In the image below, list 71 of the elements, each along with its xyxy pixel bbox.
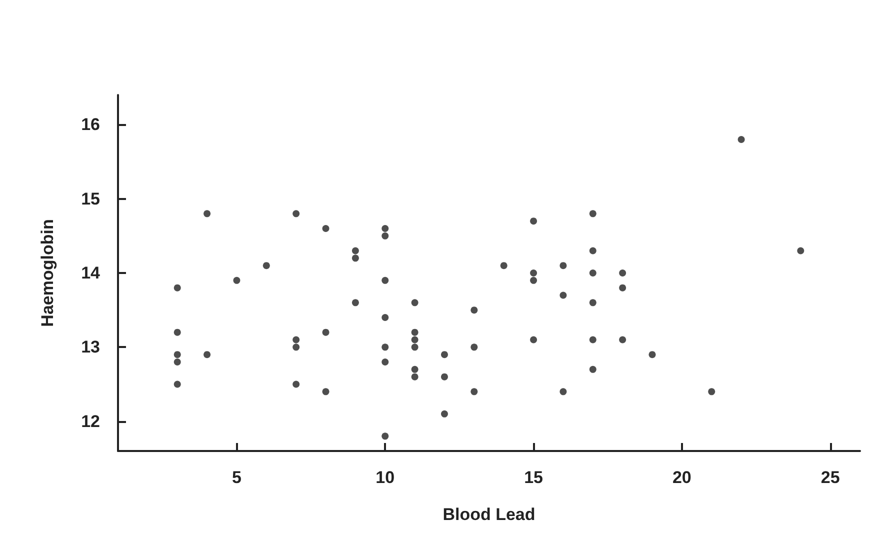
- point: [322, 328, 330, 336]
- point: [440, 351, 448, 358]
- x-tick-label: 10: [376, 468, 395, 487]
- point: [292, 344, 300, 351]
- point: [352, 247, 359, 254]
- point: [411, 299, 418, 306]
- y-tick-label: 16: [81, 115, 100, 134]
- point: [174, 351, 181, 358]
- y-tick-label: 15: [81, 189, 100, 208]
- point: [382, 314, 389, 321]
- point: [382, 432, 389, 440]
- point: [708, 388, 716, 396]
- x-tick-label: 15: [524, 468, 543, 487]
- point: [411, 366, 418, 373]
- point: [560, 292, 567, 299]
- point: [292, 336, 300, 344]
- point: [292, 380, 300, 388]
- point: [648, 351, 656, 358]
- point: [440, 410, 448, 418]
- point: [589, 270, 596, 276]
- point: [738, 136, 745, 143]
- point: [382, 225, 389, 232]
- point: [352, 254, 359, 262]
- point: [589, 247, 596, 254]
- point: [174, 328, 181, 336]
- x-tick-label: 5: [232, 468, 242, 487]
- point: [470, 344, 478, 351]
- point: [411, 373, 418, 380]
- point: [382, 276, 389, 284]
- y-axis-title: Haemoglobin: [38, 219, 57, 327]
- point: [411, 336, 418, 344]
- point: [797, 247, 804, 254]
- point: [470, 388, 478, 396]
- point: [619, 336, 626, 344]
- point: [589, 210, 596, 218]
- point: [500, 262, 508, 270]
- point: [530, 218, 538, 225]
- point: [619, 284, 626, 292]
- point: [470, 306, 478, 314]
- point: [204, 351, 211, 358]
- x-axis-title: Blood Lead: [442, 505, 536, 524]
- point: [560, 262, 567, 270]
- point: [530, 276, 538, 284]
- point: [174, 358, 181, 366]
- point: [530, 336, 538, 344]
- point: [322, 388, 330, 396]
- point: [382, 232, 389, 240]
- point: [174, 284, 181, 292]
- point: [440, 373, 448, 380]
- point: [619, 270, 626, 276]
- point: [262, 262, 270, 270]
- point: [204, 210, 211, 218]
- point: [382, 344, 389, 351]
- point: [589, 336, 596, 344]
- point: [382, 358, 389, 366]
- y-tick-label: 14: [81, 264, 101, 282]
- point: [411, 328, 418, 336]
- y-tick-label: 13: [81, 338, 100, 357]
- point: [292, 210, 300, 218]
- point: [411, 344, 418, 351]
- x-tick-label: 25: [820, 468, 840, 487]
- x-tick-label: 20: [672, 468, 692, 487]
- point: [530, 270, 538, 276]
- point: [174, 380, 181, 388]
- y-tick-label: 12: [81, 412, 100, 431]
- point: [589, 366, 596, 373]
- point: [589, 299, 596, 306]
- point: [560, 388, 567, 396]
- point: [233, 276, 240, 284]
- point: [322, 225, 330, 232]
- point: [352, 299, 359, 306]
